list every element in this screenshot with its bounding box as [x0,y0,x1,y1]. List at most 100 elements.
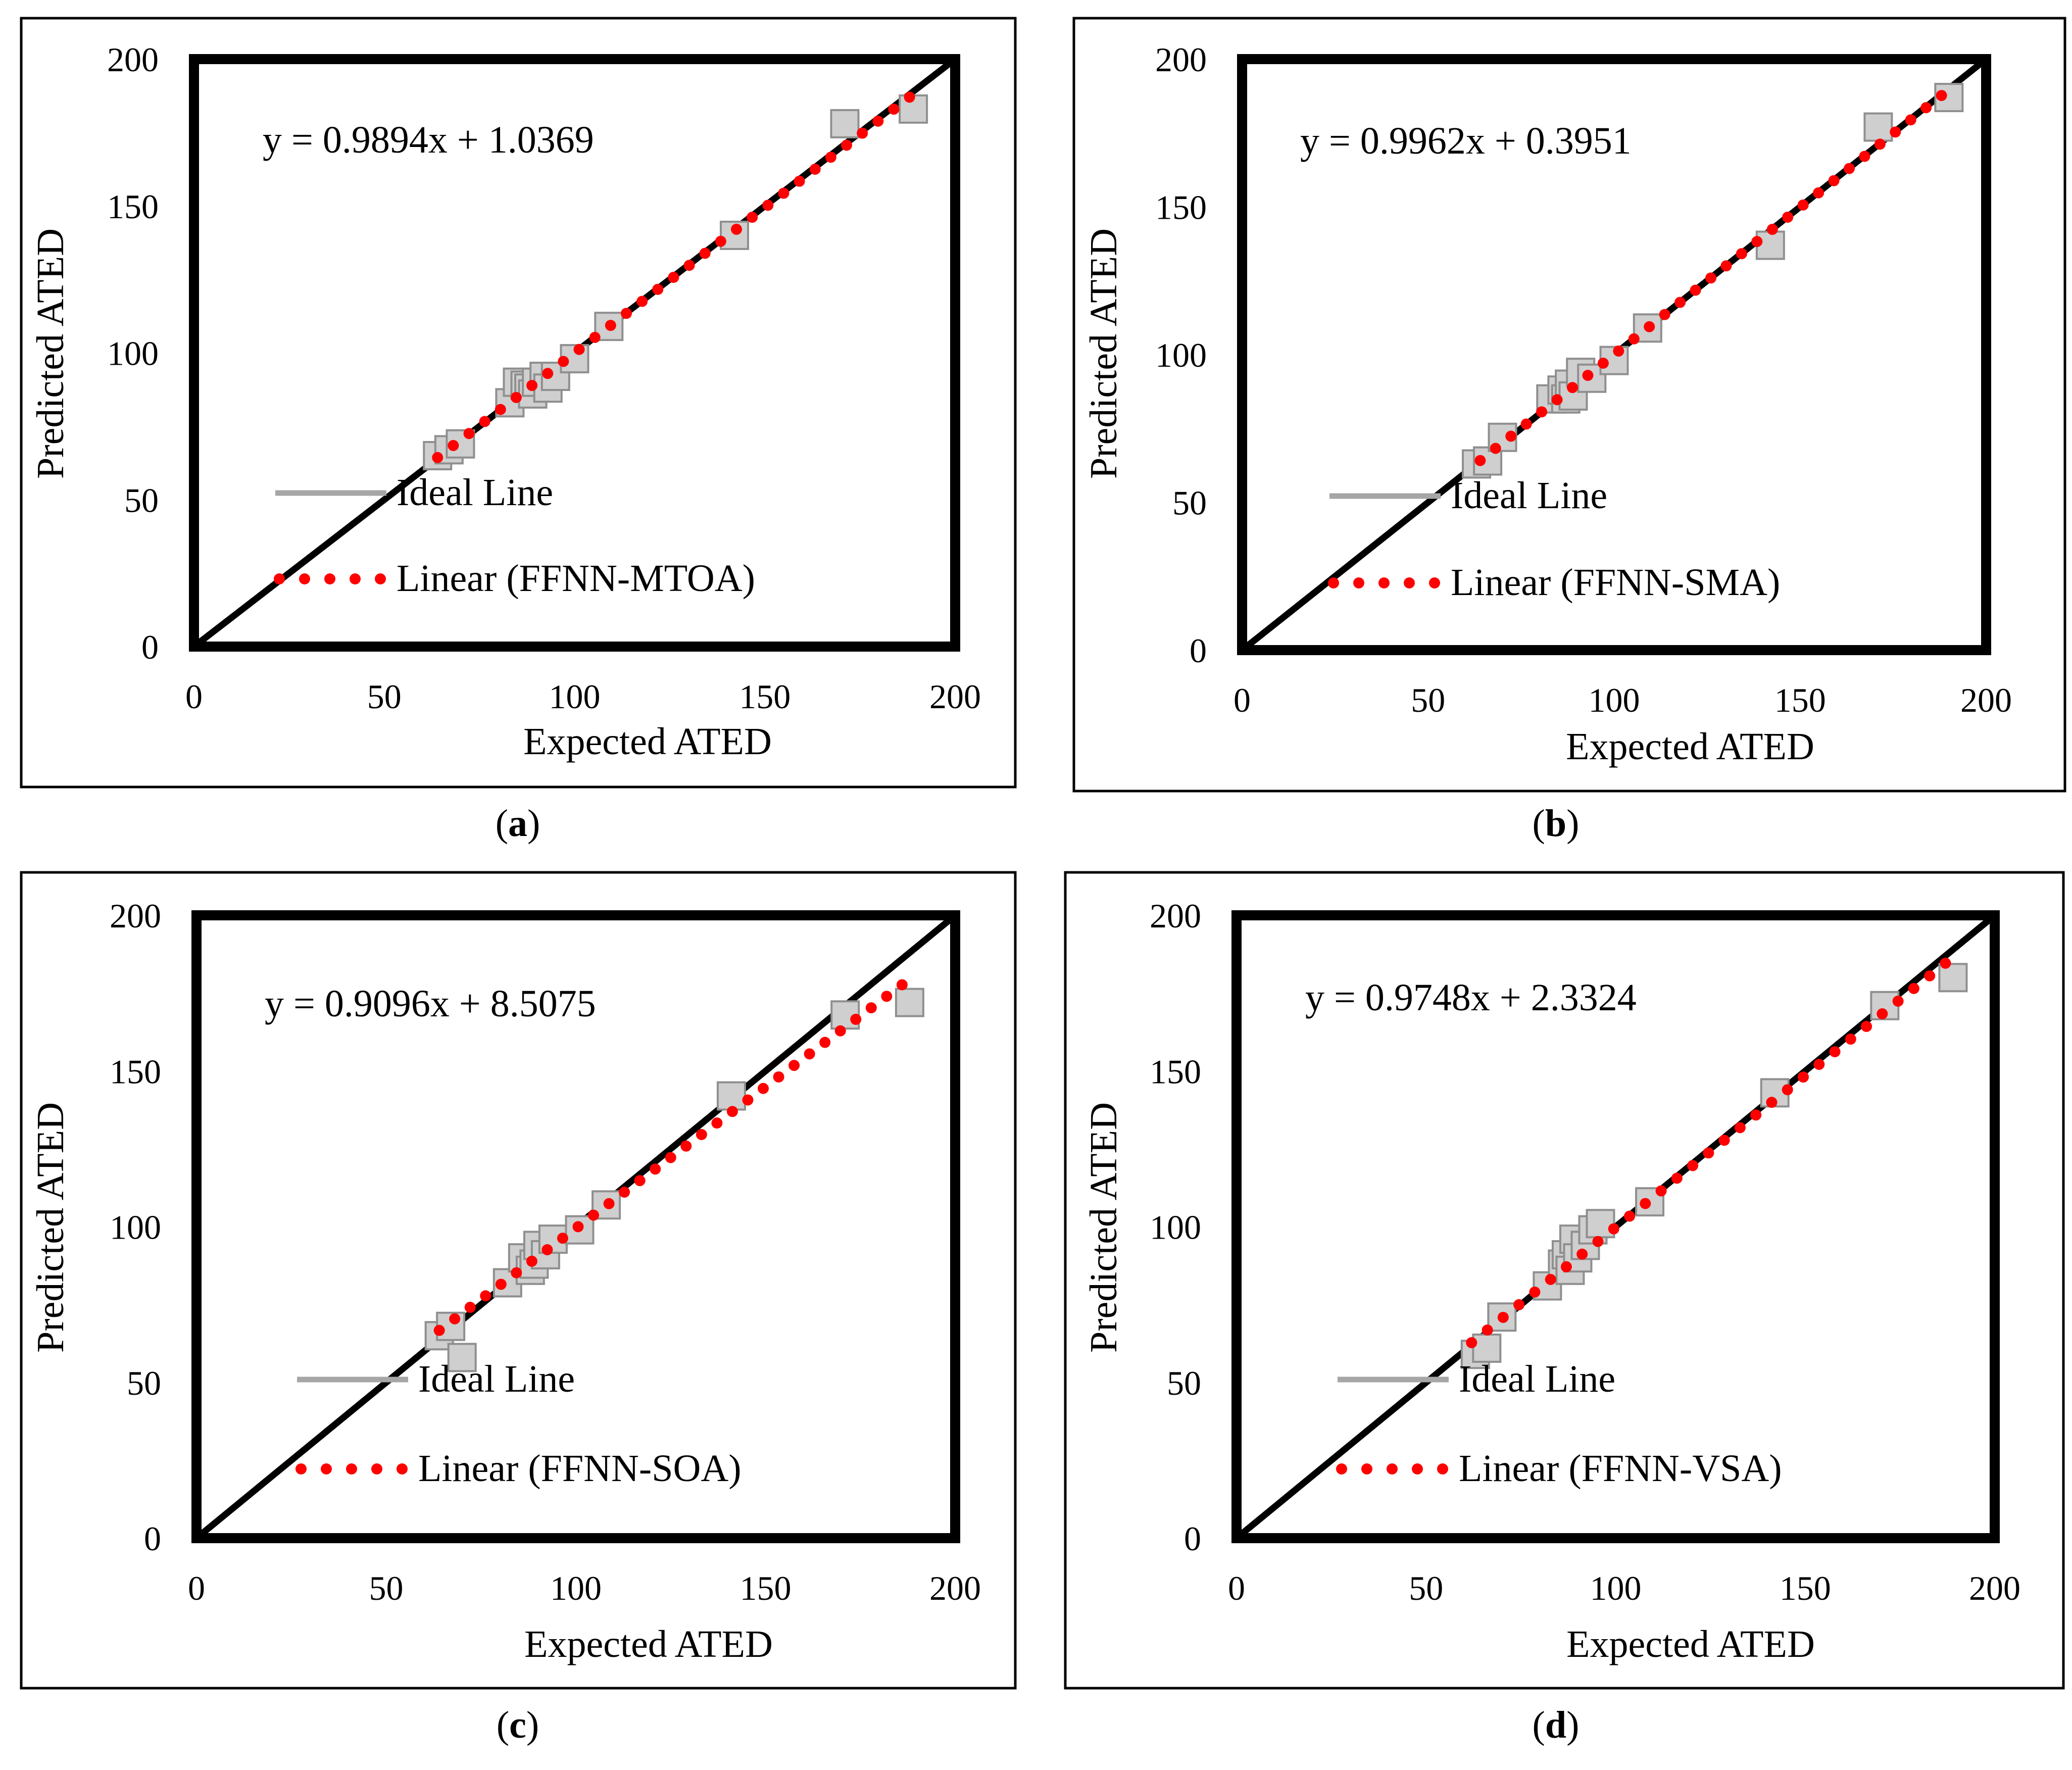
legend-trend-label: Linear (FFNN-VSA) [1459,1447,1782,1490]
legend-ideal-label: Ideal Line [397,471,553,514]
trendline-dot [1705,272,1716,284]
trendline-dot [1690,284,1701,296]
y-tick-label: 150 [1150,1052,1201,1091]
y-axis-title: Predicted ATED [1082,1102,1125,1353]
trendline-dot [665,1152,676,1163]
trendline-dot [1466,1337,1477,1349]
legend-trend-label: Linear (FFNN-SOA) [418,1447,742,1490]
trendline-dot [433,1324,445,1336]
trendline-dot [1474,455,1486,466]
trendline-dot [1751,236,1763,248]
y-tick-label: 0 [141,628,159,666]
trendline-dot [680,1140,692,1152]
trendline-dot [683,260,695,271]
trendline-dot [1597,358,1609,369]
trendline-dot [896,979,908,991]
y-tick-label: 200 [107,40,159,79]
legend-trend-swatch [1412,1463,1423,1474]
legend-trend-swatch [299,573,310,584]
x-tick-label: 150 [739,677,791,716]
trendline-dot [1892,995,1904,1007]
trendline-dot [1750,1109,1762,1121]
legend-trend-label: Linear (FFNN-SMA) [1451,561,1780,604]
data-point [447,1343,477,1372]
plot-area-border [189,54,960,652]
trendline-dot [432,452,443,463]
trendline-dot [1608,1223,1619,1235]
trendline-dot [857,127,868,139]
trendline-dot [1628,333,1640,345]
trendline-dot [448,439,459,451]
trendline-dot [699,248,711,259]
trendline-dot [620,308,632,319]
trendline-dot [573,343,585,355]
trendline-dot [1536,406,1548,418]
panel-caption: (c) [497,1704,539,1746]
trendline-dot [1845,1034,1856,1045]
trendline-dot [1582,370,1594,381]
trendline-dot [794,175,805,187]
x-tick-label: 150 [1774,681,1826,719]
chart-panel-a: 0 50 100 150 200 0 50 100 150 200 Expected ATED Pre… [20,17,1017,845]
legend-trend-swatch [350,573,361,584]
trendline-dot [668,272,679,283]
panel-caption: (b) [1533,802,1580,845]
legend-trend-swatch [274,573,285,584]
trendline-dot [888,104,900,115]
trendline-dot [773,1071,784,1083]
trendline-dot [652,283,664,295]
y-tick-label: 200 [110,897,161,935]
trendline-dot [1659,309,1670,320]
chart-panel-d: 0 50 100 150 200 0 50 100 150 200 Expected ATED Pre… [1064,871,2065,1746]
y-tick-label: 0 [1184,1519,1201,1558]
trendline-dot [1482,1324,1493,1336]
panel-caption: (d) [1533,1704,1580,1746]
trendline-dot [479,416,490,427]
trendline-dot [1782,211,1794,223]
trendline-dot [1560,1261,1572,1272]
trendline-dot [1497,1311,1509,1323]
trendline-dot [1877,1008,1888,1019]
trendline-dot [1718,1135,1730,1146]
trendline-dot [865,1002,877,1014]
trendline-dot [726,1106,738,1117]
legend-trend-swatch [1437,1463,1448,1474]
y-tick-label: 100 [1150,1208,1201,1247]
legend-trend-swatch [295,1463,307,1474]
trendline-dot [1624,1210,1636,1222]
x-tick-label: 200 [1960,681,2012,719]
trendline-dot [557,1233,568,1244]
x-tick-label: 200 [929,677,981,716]
trendline-dot [1640,1198,1651,1209]
trendline-dot [1490,442,1501,454]
trendline-dot [881,991,893,1002]
trendline-dot [1567,382,1578,394]
trendline-dot [1520,418,1532,430]
trendline-dot [841,139,853,151]
trendline-dot [1940,957,1951,969]
trendline-dot [510,391,522,403]
trendline-dot [541,1244,553,1256]
legend-trend-swatch [371,1463,382,1474]
plot-area-border [191,910,960,1543]
trendline-dot [696,1128,707,1140]
y-axis-title: Predicted ATED [29,1102,72,1353]
trendline-dot [1734,1122,1746,1134]
trendline-dot [511,1267,522,1279]
trendline-dot [636,296,648,307]
trendline-dot [589,331,601,343]
y-tick-label: 50 [127,1364,161,1402]
legend-ideal-label: Ideal Line [1451,474,1607,517]
data-point [895,988,924,1017]
x-tick-label: 0 [1234,681,1251,719]
y-tick-label: 150 [110,1052,161,1091]
trendline-dot [1890,126,1901,138]
trendline-dot [449,1313,461,1324]
y-axis-title: Predicted ATED [1082,228,1125,479]
trendline-dot [872,115,884,127]
trendline-dot [650,1163,661,1175]
x-tick-label: 0 [1228,1569,1245,1607]
trendline-dot [1829,1046,1841,1058]
trendline-dot [1687,1160,1699,1171]
x-axis-title: Expected ATED [1566,1623,1815,1665]
